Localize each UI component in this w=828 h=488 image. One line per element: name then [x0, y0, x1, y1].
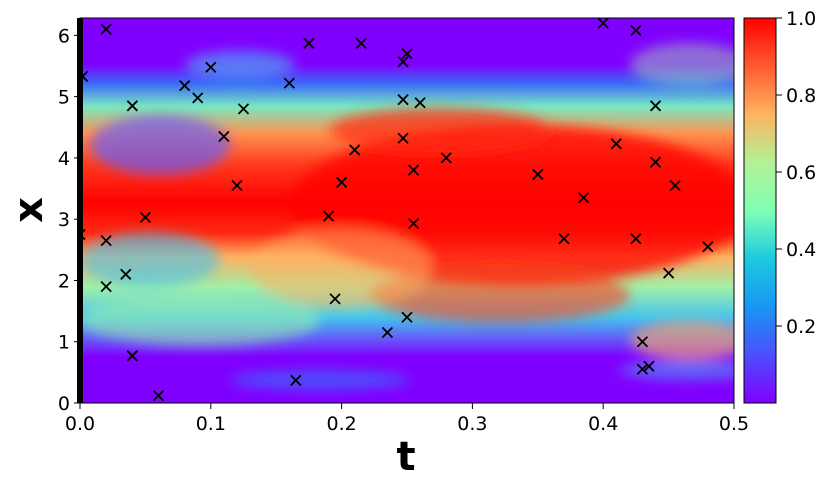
x-tick-label: 0.4: [588, 413, 618, 435]
data-point-marker: [120, 268, 132, 280]
x-tick-label: 0.2: [326, 413, 356, 435]
x-tick-label: 0.3: [457, 413, 487, 435]
colorbar-ticks: 0.2 0.4 0.6 0.8 1.0: [776, 8, 816, 338]
data-point-marker: [100, 280, 112, 293]
heatmap-area: [80, 18, 734, 403]
data-point-marker: [649, 100, 662, 112]
data-point-marker: [610, 138, 622, 150]
data-point-marker: [100, 234, 112, 247]
data-point-marker: [126, 350, 138, 362]
data-point-marker: [205, 61, 217, 73]
data-point-marker: [669, 179, 681, 192]
data-point-marker: [597, 18, 609, 29]
colorbar: 0.2 0.4 0.6 0.8 1.0: [743, 8, 816, 404]
data-point-marker: [355, 37, 367, 49]
data-point-marker: [407, 217, 420, 230]
y-tick-label: 6: [58, 25, 70, 47]
heatmap-overlay: [80, 43, 734, 390]
data-point-marker: [397, 132, 409, 144]
x-axis-label: t: [396, 434, 415, 480]
x-tick-label: 0.0: [65, 413, 95, 435]
data-point-marker: [152, 390, 165, 402]
data-point-marker: [179, 79, 191, 92]
data-point-marker: [397, 94, 409, 106]
data-point-marker: [290, 374, 302, 386]
data-point-marker: [322, 210, 335, 222]
data-point-marker: [283, 77, 295, 89]
colorbar-tick-label: 0.2: [786, 316, 816, 338]
data-point-marker: [231, 179, 243, 192]
y-tick-label: 3: [58, 209, 70, 231]
data-point-marker: [577, 192, 590, 204]
y-axis-label: x: [6, 197, 52, 223]
data-point-marker: [381, 326, 394, 339]
data-point-marker: [303, 37, 315, 49]
data-point-marker: [139, 211, 152, 223]
data-point-marker: [440, 152, 452, 164]
data-point-marker: [702, 241, 714, 253]
y-tick-label: 1: [58, 332, 70, 354]
y-axis-ticks: 0 1 2 3 4 5 6: [58, 25, 80, 415]
y-tick-label: 0: [58, 393, 70, 415]
markers-layer: [80, 18, 714, 402]
data-point-marker: [192, 92, 204, 104]
x-tick-label: 0.5: [719, 413, 749, 435]
data-point-marker: [407, 164, 420, 176]
y-tick-label: 4: [58, 148, 70, 170]
data-point-marker: [126, 100, 138, 112]
x-tick-label: 0.1: [196, 413, 226, 435]
plot-frame: [79, 17, 735, 404]
data-point-marker: [662, 267, 675, 279]
x-axis-ticks: 0.0 0.1 0.2 0.3 0.4 0.5: [65, 403, 749, 435]
data-point-marker: [643, 360, 655, 372]
data-point-marker: [636, 363, 649, 375]
data-point-marker: [401, 311, 413, 323]
data-point-marker: [630, 233, 642, 245]
colorbar-gradient: [743, 17, 777, 404]
data-point-marker: [329, 293, 341, 305]
data-point-marker: [636, 336, 649, 348]
colorbar-tick-label: 0.8: [786, 85, 816, 107]
colorbar-tick-label: 1.0: [786, 8, 816, 30]
y-tick-label: 5: [58, 87, 70, 109]
data-point-marker: [649, 156, 662, 168]
data-point-marker: [218, 130, 230, 143]
data-point-marker: [401, 48, 413, 60]
data-point-marker: [630, 24, 642, 37]
data-point-marker: [532, 168, 544, 181]
data-point-marker: [237, 103, 250, 115]
data-point-marker: [397, 56, 409, 68]
data-point-marker: [349, 144, 361, 156]
data-point-marker: [335, 176, 348, 189]
y-tick-label: 2: [58, 270, 70, 292]
colorbar-tick-label: 0.6: [786, 162, 816, 184]
data-point-marker: [80, 228, 86, 241]
colorbar-tick-label: 0.4: [786, 239, 816, 261]
data-point-marker: [558, 233, 570, 245]
data-point-marker: [100, 23, 112, 35]
data-point-marker: [414, 97, 426, 109]
